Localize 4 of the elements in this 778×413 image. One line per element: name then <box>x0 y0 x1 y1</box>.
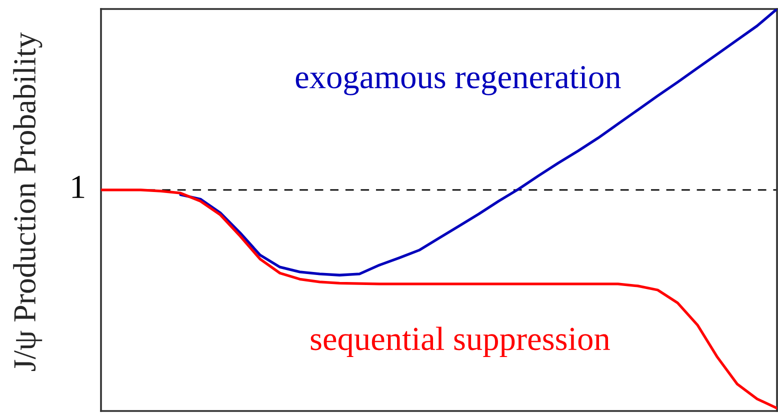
y-axis-title: J/ψ Production Probability <box>13 32 42 372</box>
series-label: exogamous regeneration <box>296 66 621 96</box>
series-label: sequential suppression <box>310 326 610 357</box>
ref-line-label: 1 <box>72 176 84 198</box>
